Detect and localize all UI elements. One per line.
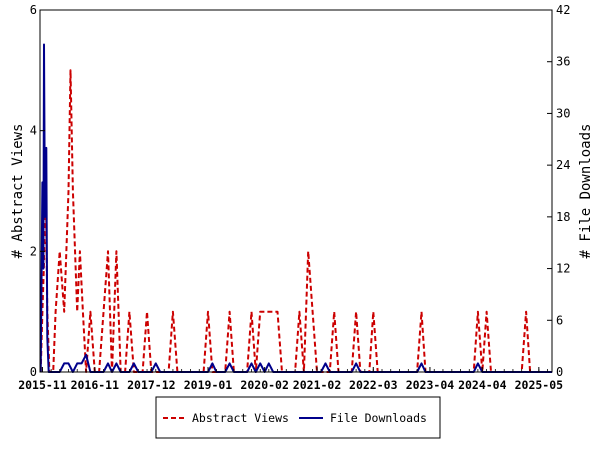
y2-axis-label: # File Downloads: [578, 124, 594, 259]
y2-tick-label: 36: [556, 55, 570, 69]
y-tick-label: 0: [30, 365, 37, 379]
x-tick-label: 2024-04: [458, 378, 507, 392]
y-tick-label: 2: [30, 244, 37, 258]
x-tick-label: 2015-11: [18, 378, 67, 392]
x-tick-label: 2023-04: [406, 378, 455, 392]
plot-frame: [39, 9, 553, 373]
legend-box: [155, 396, 441, 439]
right-axis: 0 6 12 18 24 30 36 42: [547, 3, 570, 379]
y-tick-label: 4: [30, 124, 37, 138]
y2-tick-label: 0: [556, 365, 563, 379]
plot-background: [40, 10, 552, 372]
legend-label-file-downloads: File Downloads: [330, 411, 427, 425]
y2-tick-label: 42: [556, 3, 570, 17]
x-tick-label: 2025-05: [515, 378, 564, 392]
x-tick-label: 2021-02: [293, 378, 341, 392]
x-tick-label: 2019-01: [184, 378, 233, 392]
x-tick-label: 2016-11: [71, 378, 120, 392]
x-tick-label: 2020-02: [240, 378, 288, 392]
y2-tick-label: 18: [556, 210, 570, 224]
x-tick-label: 2017-12: [127, 378, 175, 392]
y-axis-label: # Abstract Views: [10, 124, 26, 259]
y2-tick-label: 30: [556, 106, 570, 120]
legend: Abstract Views File Downloads: [155, 396, 441, 439]
x-tick-label: 2022-03: [349, 378, 398, 392]
y2-tick-label: 12: [556, 262, 570, 276]
legend-label-abstract-views: Abstract Views: [192, 411, 289, 425]
left-axis: 0 2 4 6: [30, 3, 45, 379]
y2-tick-label: 6: [556, 313, 563, 327]
y-tick-label: 6: [30, 3, 37, 17]
y2-tick-label: 24: [556, 158, 570, 172]
x-axis: 2015-11 2016-11 2017-12 2019-01 2020-02 2021-…: [18, 367, 563, 392]
